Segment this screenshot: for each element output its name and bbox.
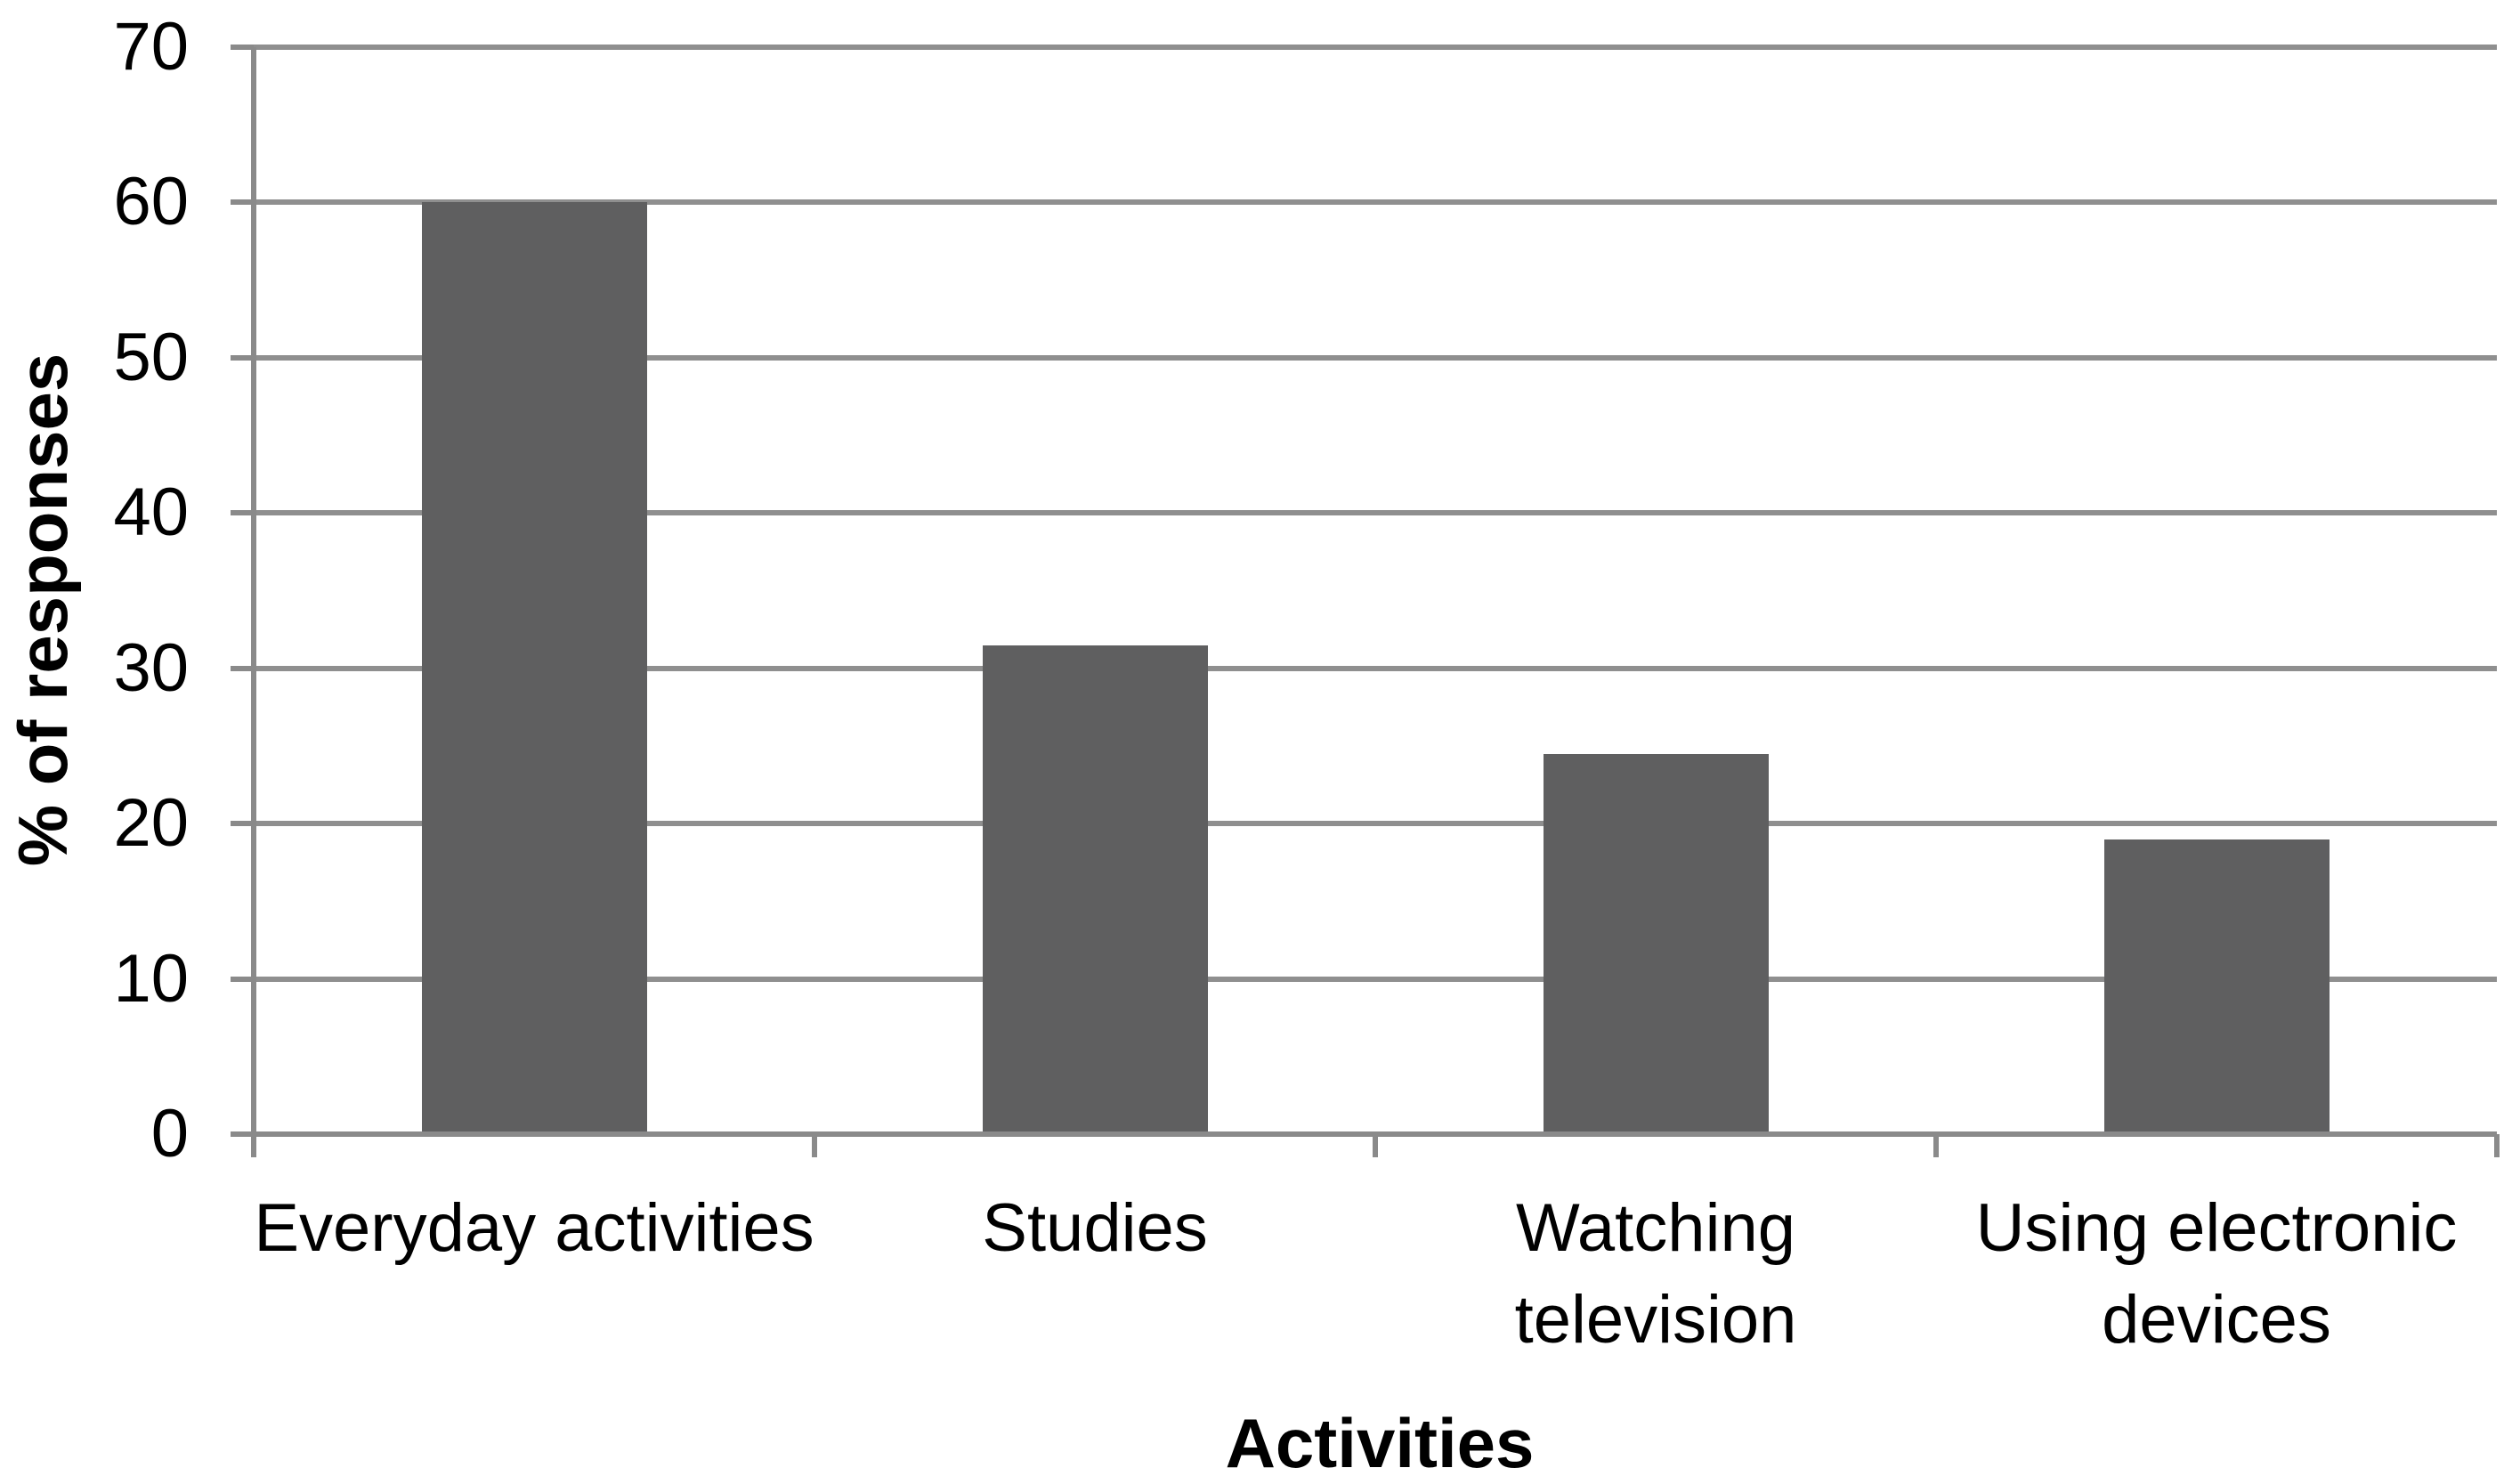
category-label: Watching television [1300,1182,2012,1366]
y-tick-mark [231,821,254,827]
y-tick-mark [231,510,254,516]
category-label: Everyday activities [178,1182,890,1274]
gridline [254,821,2497,827]
category-label-line: devices [2102,1282,2331,1358]
category-label-line: television [1514,1282,1797,1358]
x-tick-mark [1933,1134,1939,1157]
y-tick-mark [231,665,254,671]
y-tick-label: 20 [113,785,189,862]
bar-watching-television [1544,754,1769,1134]
y-tick-label: 60 [113,164,189,240]
y-axis-line [251,47,256,1157]
y-tick-label: 50 [113,319,189,395]
y-tick-label: 10 [113,940,189,1017]
y-tick-mark [231,199,254,206]
y-tick-mark [231,45,254,50]
y-tick-mark [231,354,254,361]
x-axis-line [231,1131,2497,1137]
y-tick-label: 40 [113,474,189,551]
x-axis-title: Activities [1225,1404,1535,1476]
category-label-line: Watching [1516,1190,1795,1266]
x-tick-mark [2494,1134,2500,1157]
category-label: Using electronic devices [1860,1182,2520,1366]
category-label-line: Everyday activities [254,1190,814,1266]
x-tick-mark [812,1134,817,1157]
y-tick-label: 30 [113,629,189,706]
bar-using-electronic-devices [2104,839,2330,1134]
gridline [254,45,2497,50]
y-tick-label: 0 [150,1096,189,1172]
category-label-line: Using electronic [1975,1190,2458,1266]
bar-everyday-activities [422,202,647,1134]
x-tick-mark [1373,1134,1378,1157]
y-tick-mark [231,976,254,982]
gridline [254,199,2497,206]
gridline [254,665,2497,671]
gridline [254,976,2497,982]
gridline [254,354,2497,361]
category-label: Studies [739,1182,1451,1274]
category-label-line: Studies [982,1190,1208,1266]
bar-studies [983,645,1208,1134]
y-tick-label: 70 [113,9,189,85]
gridline [254,510,2497,516]
